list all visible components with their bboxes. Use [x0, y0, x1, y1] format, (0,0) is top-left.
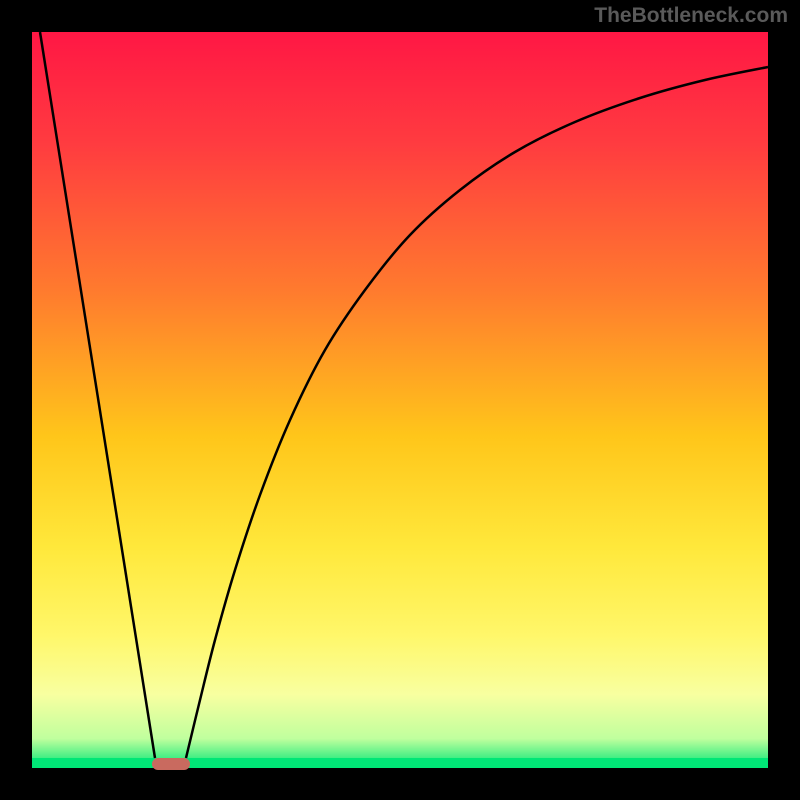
watermark: TheBottleneck.com [594, 4, 788, 28]
chart-svg [0, 0, 800, 800]
chart-container: TheBottleneck.com [0, 0, 800, 800]
marker-pill [152, 758, 190, 770]
plot-area [32, 32, 768, 768]
bottom-strip [32, 758, 768, 768]
